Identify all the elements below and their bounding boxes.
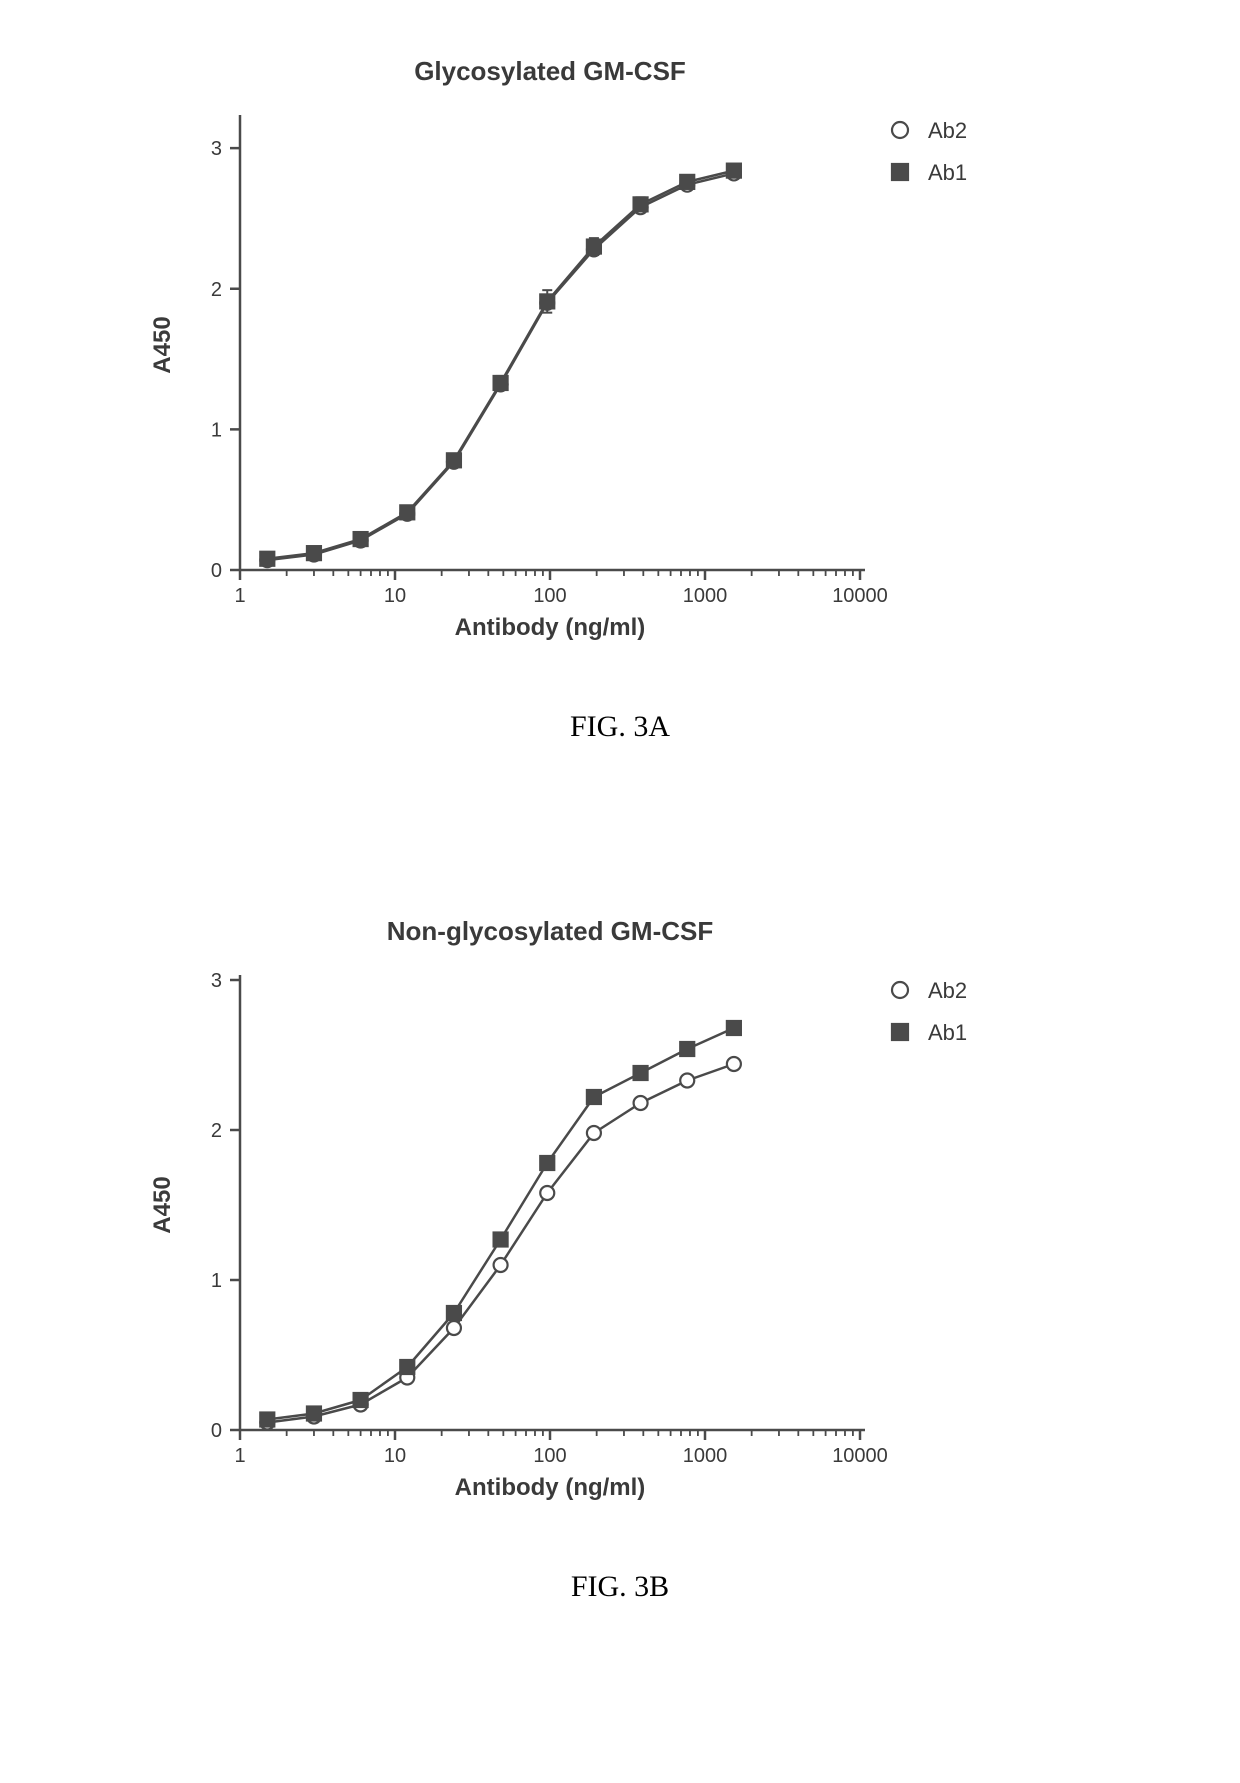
x-tick-label: 10000	[832, 1445, 888, 1467]
y-tick-label: 1	[211, 419, 222, 441]
chart-title: Non-glycosylated GM-CSF	[387, 916, 713, 946]
x-tick-label: 10	[384, 1445, 406, 1467]
y-axis-label: A450	[149, 316, 176, 373]
x-tick-label: 1000	[683, 1445, 728, 1467]
x-axis-label: Antibody (ng/ml)	[455, 1474, 646, 1501]
figure-3b-block: Non-glycosylated GM-CSF01231101001000100…	[0, 900, 1240, 1604]
figure-3b-caption: FIG. 3B	[0, 1570, 1240, 1604]
figure-3a-caption: FIG. 3A	[0, 710, 1240, 744]
chart-title: Glycosylated GM-CSF	[414, 56, 686, 86]
x-tick-label: 1	[234, 1445, 245, 1467]
page: Glycosylated GM-CSF0123110100100010000A4…	[0, 0, 1240, 1783]
chart-3a-wrap: Glycosylated GM-CSF0123110100100010000A4…	[0, 40, 1240, 680]
x-tick-label: 1000	[683, 585, 728, 607]
x-tick-label: 100	[533, 585, 566, 607]
chart-3b-wrap: Non-glycosylated GM-CSF01231101001000100…	[0, 900, 1240, 1540]
legend-label: Ab1	[928, 1020, 967, 1045]
y-tick-label: 2	[211, 1120, 222, 1142]
chart-3b-svg: Non-glycosylated GM-CSF01231101001000100…	[120, 900, 1120, 1540]
y-tick-label: 0	[211, 1420, 222, 1442]
chart-3a-svg: Glycosylated GM-CSF0123110100100010000A4…	[120, 40, 1120, 680]
x-tick-label: 1	[234, 585, 245, 607]
y-axis-label: A450	[149, 1176, 176, 1233]
figure-3a-block: Glycosylated GM-CSF0123110100100010000A4…	[0, 40, 1240, 744]
y-tick-label: 0	[211, 560, 222, 582]
y-tick-label: 3	[211, 970, 222, 992]
legend-label: Ab2	[928, 978, 967, 1003]
legend-label: Ab1	[928, 160, 967, 185]
x-tick-label: 100	[533, 1445, 566, 1467]
legend-label: Ab2	[928, 118, 967, 143]
y-tick-label: 1	[211, 1270, 222, 1292]
x-axis-label: Antibody (ng/ml)	[455, 614, 646, 641]
x-tick-label: 10	[384, 585, 406, 607]
x-tick-label: 10000	[832, 585, 888, 607]
y-tick-label: 2	[211, 279, 222, 301]
y-tick-label: 3	[211, 138, 222, 160]
